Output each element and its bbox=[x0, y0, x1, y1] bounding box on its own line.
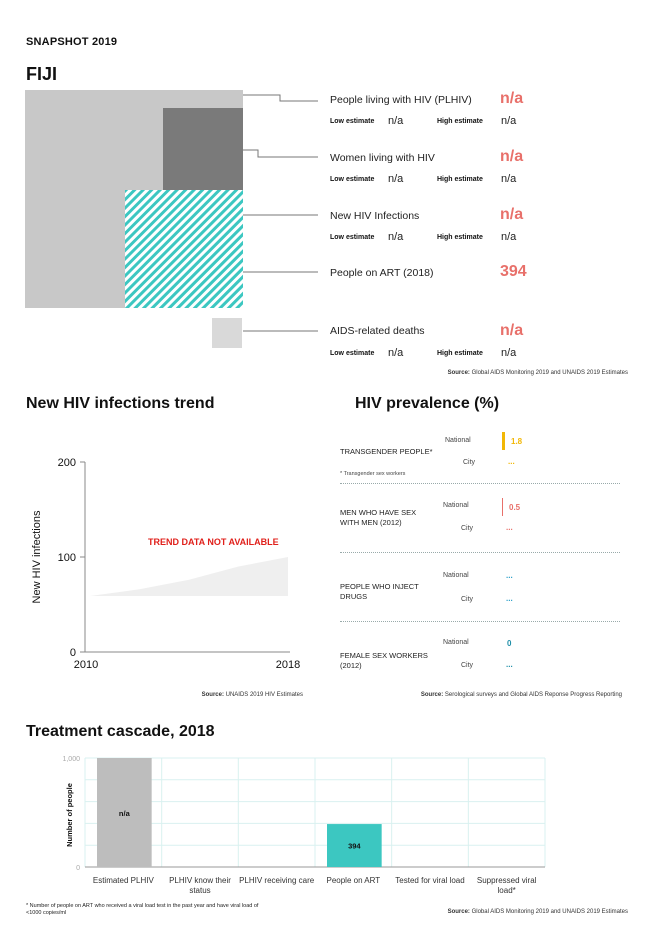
new-infections-value: n/a bbox=[500, 206, 524, 223]
new-infections-label: New HIV Infections bbox=[330, 210, 420, 222]
country-title: FIJI bbox=[26, 64, 58, 84]
prev-national-value: ... bbox=[506, 571, 513, 580]
women-high-value: n/a bbox=[501, 173, 517, 185]
prev-group-note: * Transgender sex workers bbox=[340, 471, 406, 477]
trend-y-tick-label: 100 bbox=[58, 552, 76, 564]
prev-group-name: MEN WHO HAVE SEX WITH MEN (2012) bbox=[340, 508, 417, 527]
plhiv-value: n/a bbox=[500, 90, 524, 107]
prev-national-value: 1.8 bbox=[511, 437, 523, 446]
women-high-label: High estimate bbox=[437, 176, 483, 183]
new-infections-low-value: n/a bbox=[388, 231, 404, 243]
prev-national-label: National bbox=[445, 437, 471, 444]
deaths-high-value: n/a bbox=[501, 347, 517, 359]
trend-y-label: New HIV infections bbox=[31, 510, 43, 603]
women-low-label: Low estimate bbox=[330, 176, 375, 183]
cascade-y-tick-label: 0 bbox=[76, 865, 80, 872]
deaths-high-label: High estimate bbox=[437, 350, 483, 357]
cascade-x-label: Tested for viral load bbox=[395, 876, 465, 885]
cascade-title: Treatment cascade, 2018 bbox=[26, 723, 215, 740]
prev-bar-msm bbox=[502, 498, 503, 516]
plhiv-label: People living with HIV (PLHIV) bbox=[330, 94, 472, 106]
deaths-label: AIDS-related deaths bbox=[330, 325, 425, 337]
cascade-data-label: 394 bbox=[348, 842, 361, 851]
cascade-y-label: Number of people bbox=[65, 783, 74, 847]
cascade-data-label: n/a bbox=[119, 809, 131, 818]
art-value: 394 bbox=[500, 263, 527, 280]
divider bbox=[340, 552, 620, 553]
prevalence-source: Source: Serological surveys and Global A… bbox=[420, 692, 622, 698]
snapshot-label: SNAPSHOT 2019 bbox=[26, 36, 118, 48]
prev-city-value: ... bbox=[508, 457, 515, 466]
trend-chart: 0 100 200 2010 2018 New HIV infections bbox=[31, 457, 300, 671]
prev-city-label: City bbox=[461, 662, 474, 669]
deaths-square bbox=[212, 318, 242, 348]
prev-national-label: National bbox=[443, 572, 469, 579]
women-label: Women living with HIV bbox=[330, 152, 435, 164]
cascade-x-label: PLHIV receiving care bbox=[239, 876, 315, 885]
cascade-x-label: PLHIV know their status bbox=[169, 876, 231, 895]
prev-national-value: 0.5 bbox=[509, 503, 521, 512]
plhiv-high-label: High estimate bbox=[437, 118, 483, 125]
trend-y-tick-label: 0 bbox=[70, 647, 76, 659]
plhiv-low-label: Low estimate bbox=[330, 118, 375, 125]
cascade-y-tick-label: 1,000 bbox=[62, 756, 80, 763]
trend-no-data-notice: TREND DATA NOT AVAILABLE bbox=[148, 537, 279, 547]
prev-national-value: 0 bbox=[507, 639, 512, 648]
prev-group-name: FEMALE SEX WORKERS (2012) bbox=[340, 651, 428, 670]
new-infections-low-label: Low estimate bbox=[330, 234, 375, 241]
cascade-bar bbox=[97, 758, 152, 867]
women-low-value: n/a bbox=[388, 173, 404, 185]
prevalence-title: HIV prevalence (%) bbox=[355, 395, 500, 412]
prev-national-label: National bbox=[443, 639, 469, 646]
cascade-source: Source: Global AIDS Monitoring 2019 and … bbox=[447, 909, 628, 915]
leader-plhiv bbox=[243, 94, 318, 102]
deaths-value: n/a bbox=[500, 322, 524, 339]
divider bbox=[340, 621, 620, 622]
prev-city-label: City bbox=[461, 525, 474, 532]
prev-group-name: PEOPLE WHO INJECT DRUGS bbox=[340, 582, 419, 601]
prev-group-name: TRANSGENDER PEOPLE* bbox=[340, 447, 433, 456]
leader-women bbox=[243, 149, 318, 158]
plhiv-low-value: n/a bbox=[388, 115, 404, 127]
new-infections-high-label: High estimate bbox=[437, 234, 483, 241]
trend-x-tick: 2018 bbox=[276, 659, 300, 671]
cascade-x-label: People on ART bbox=[326, 876, 381, 885]
prev-city-label: City bbox=[463, 459, 476, 466]
trend-y-tick-label: 200 bbox=[58, 457, 76, 469]
prev-national-label: National bbox=[443, 502, 469, 509]
cascade-x-label: Estimated PLHIV bbox=[92, 876, 154, 885]
trend-title: New HIV infections trend bbox=[26, 395, 215, 412]
trend-area bbox=[90, 557, 288, 596]
trend-x-tick: 2010 bbox=[74, 659, 98, 671]
women-value: n/a bbox=[500, 148, 524, 165]
cascade-x-label: Suppressed viral load* bbox=[476, 876, 537, 895]
overview-source: Source: Global AIDS Monitoring 2019 and … bbox=[447, 370, 628, 376]
prev-city-value: ... bbox=[506, 594, 513, 603]
prev-city-value: ... bbox=[506, 660, 513, 669]
overview-diagram bbox=[25, 90, 318, 348]
new-infections-square bbox=[125, 190, 243, 308]
new-infections-high-value: n/a bbox=[501, 231, 517, 243]
prev-city-value: ... bbox=[506, 523, 513, 532]
women-square bbox=[163, 108, 243, 190]
prev-bar-tg bbox=[502, 432, 505, 450]
prev-city-label: City bbox=[461, 596, 474, 603]
art-label: People on ART (2018) bbox=[330, 267, 434, 279]
trend-source: Source: UNAIDS 2019 HIV Estimates bbox=[201, 692, 303, 698]
plhiv-high-value: n/a bbox=[501, 115, 517, 127]
cascade-bar bbox=[327, 824, 382, 867]
deaths-low-label: Low estimate bbox=[330, 350, 375, 357]
divider bbox=[340, 483, 620, 484]
cascade-footnote: * Number of people on ART who received a… bbox=[26, 903, 259, 916]
deaths-low-value: n/a bbox=[388, 347, 404, 359]
cascade-chart: n/a 394 0 1,000 Number of people bbox=[62, 756, 546, 872]
